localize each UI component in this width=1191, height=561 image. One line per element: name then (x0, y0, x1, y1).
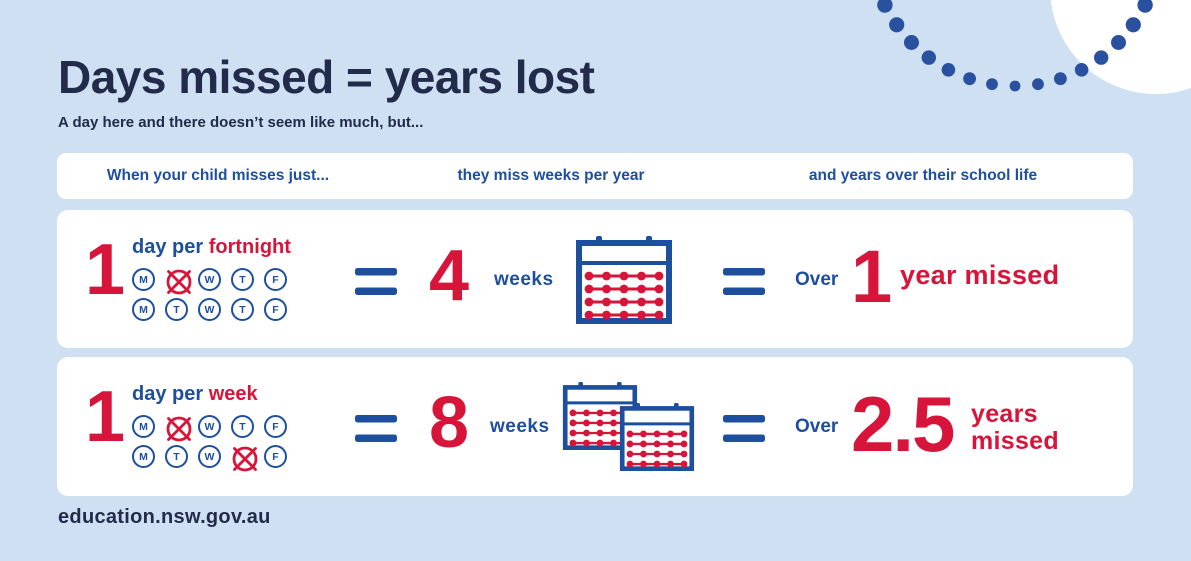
day-circle-f: F (264, 415, 287, 438)
website-url: education.nsw.gov.au (58, 506, 271, 528)
header-col-years: and years over their school life (808, 167, 1038, 184)
missed-day-cross-icon (231, 445, 257, 471)
day-circle-m: M (132, 415, 155, 438)
dotted-arc-icon (877, 0, 1153, 92)
day-circle-t: T (231, 268, 254, 291)
header-col-weeks: they miss weeks per year (457, 167, 645, 184)
day-circle-f: F (264, 445, 287, 468)
equals-icon (355, 415, 397, 442)
header-col-misses: When your child misses just... (106, 167, 330, 184)
day-circle-f: F (264, 298, 287, 321)
day-circle-f: F (264, 268, 287, 291)
day-circle-t: T (231, 415, 254, 438)
equals-icon (355, 268, 397, 295)
missed-unit-red: fortnight (208, 236, 291, 258)
years-missed-number: 2.5 (851, 380, 955, 468)
missed-day-cross-icon (165, 268, 191, 294)
day-circle-m: M (132, 298, 155, 321)
years-missed-label: year missed (900, 260, 1060, 290)
calendar-stack-icon (562, 382, 762, 494)
page-title: Days missed = years lost (58, 51, 595, 103)
column-header-bar: When your child misses just... they miss… (57, 153, 1133, 199)
over-label: Over (795, 416, 839, 437)
missed-frequency-label: day per fortnight (132, 236, 291, 258)
weeks-missed-number: 4 (429, 236, 469, 316)
missed-unit-red: week (208, 383, 258, 405)
day-circle-t: T (165, 445, 188, 468)
weeks-label: weeks (490, 416, 550, 437)
day-circle-t: T (231, 298, 254, 321)
day-circle-w: W (198, 445, 221, 468)
missed-unit-blue: day per (132, 236, 204, 258)
equals-icon (723, 415, 765, 442)
weeks-label: weeks (494, 269, 554, 290)
over-label: Over (795, 269, 839, 290)
day-circle-w: W (198, 415, 221, 438)
day-circle-w: W (198, 298, 221, 321)
day-circle-t: T (165, 298, 188, 321)
weeks-missed-number: 8 (429, 383, 469, 463)
missed-days-number: 1 (85, 230, 125, 310)
day-circle-m: M (132, 268, 155, 291)
day-circle-w: W (198, 268, 221, 291)
page-subtitle: A day here and there doesn’t seem like m… (58, 114, 424, 131)
missed-day-cross-icon (165, 415, 191, 441)
day-circle-m: M (132, 445, 155, 468)
equals-icon (723, 268, 765, 295)
missed-frequency-label: day per week (132, 383, 287, 405)
calendar-icon (575, 236, 673, 329)
years-missed-number: 1 (851, 235, 892, 318)
years-missed-label: years missed (971, 400, 1059, 455)
missed-days-number: 1 (85, 377, 125, 457)
missed-unit-blue: day per (132, 383, 204, 405)
